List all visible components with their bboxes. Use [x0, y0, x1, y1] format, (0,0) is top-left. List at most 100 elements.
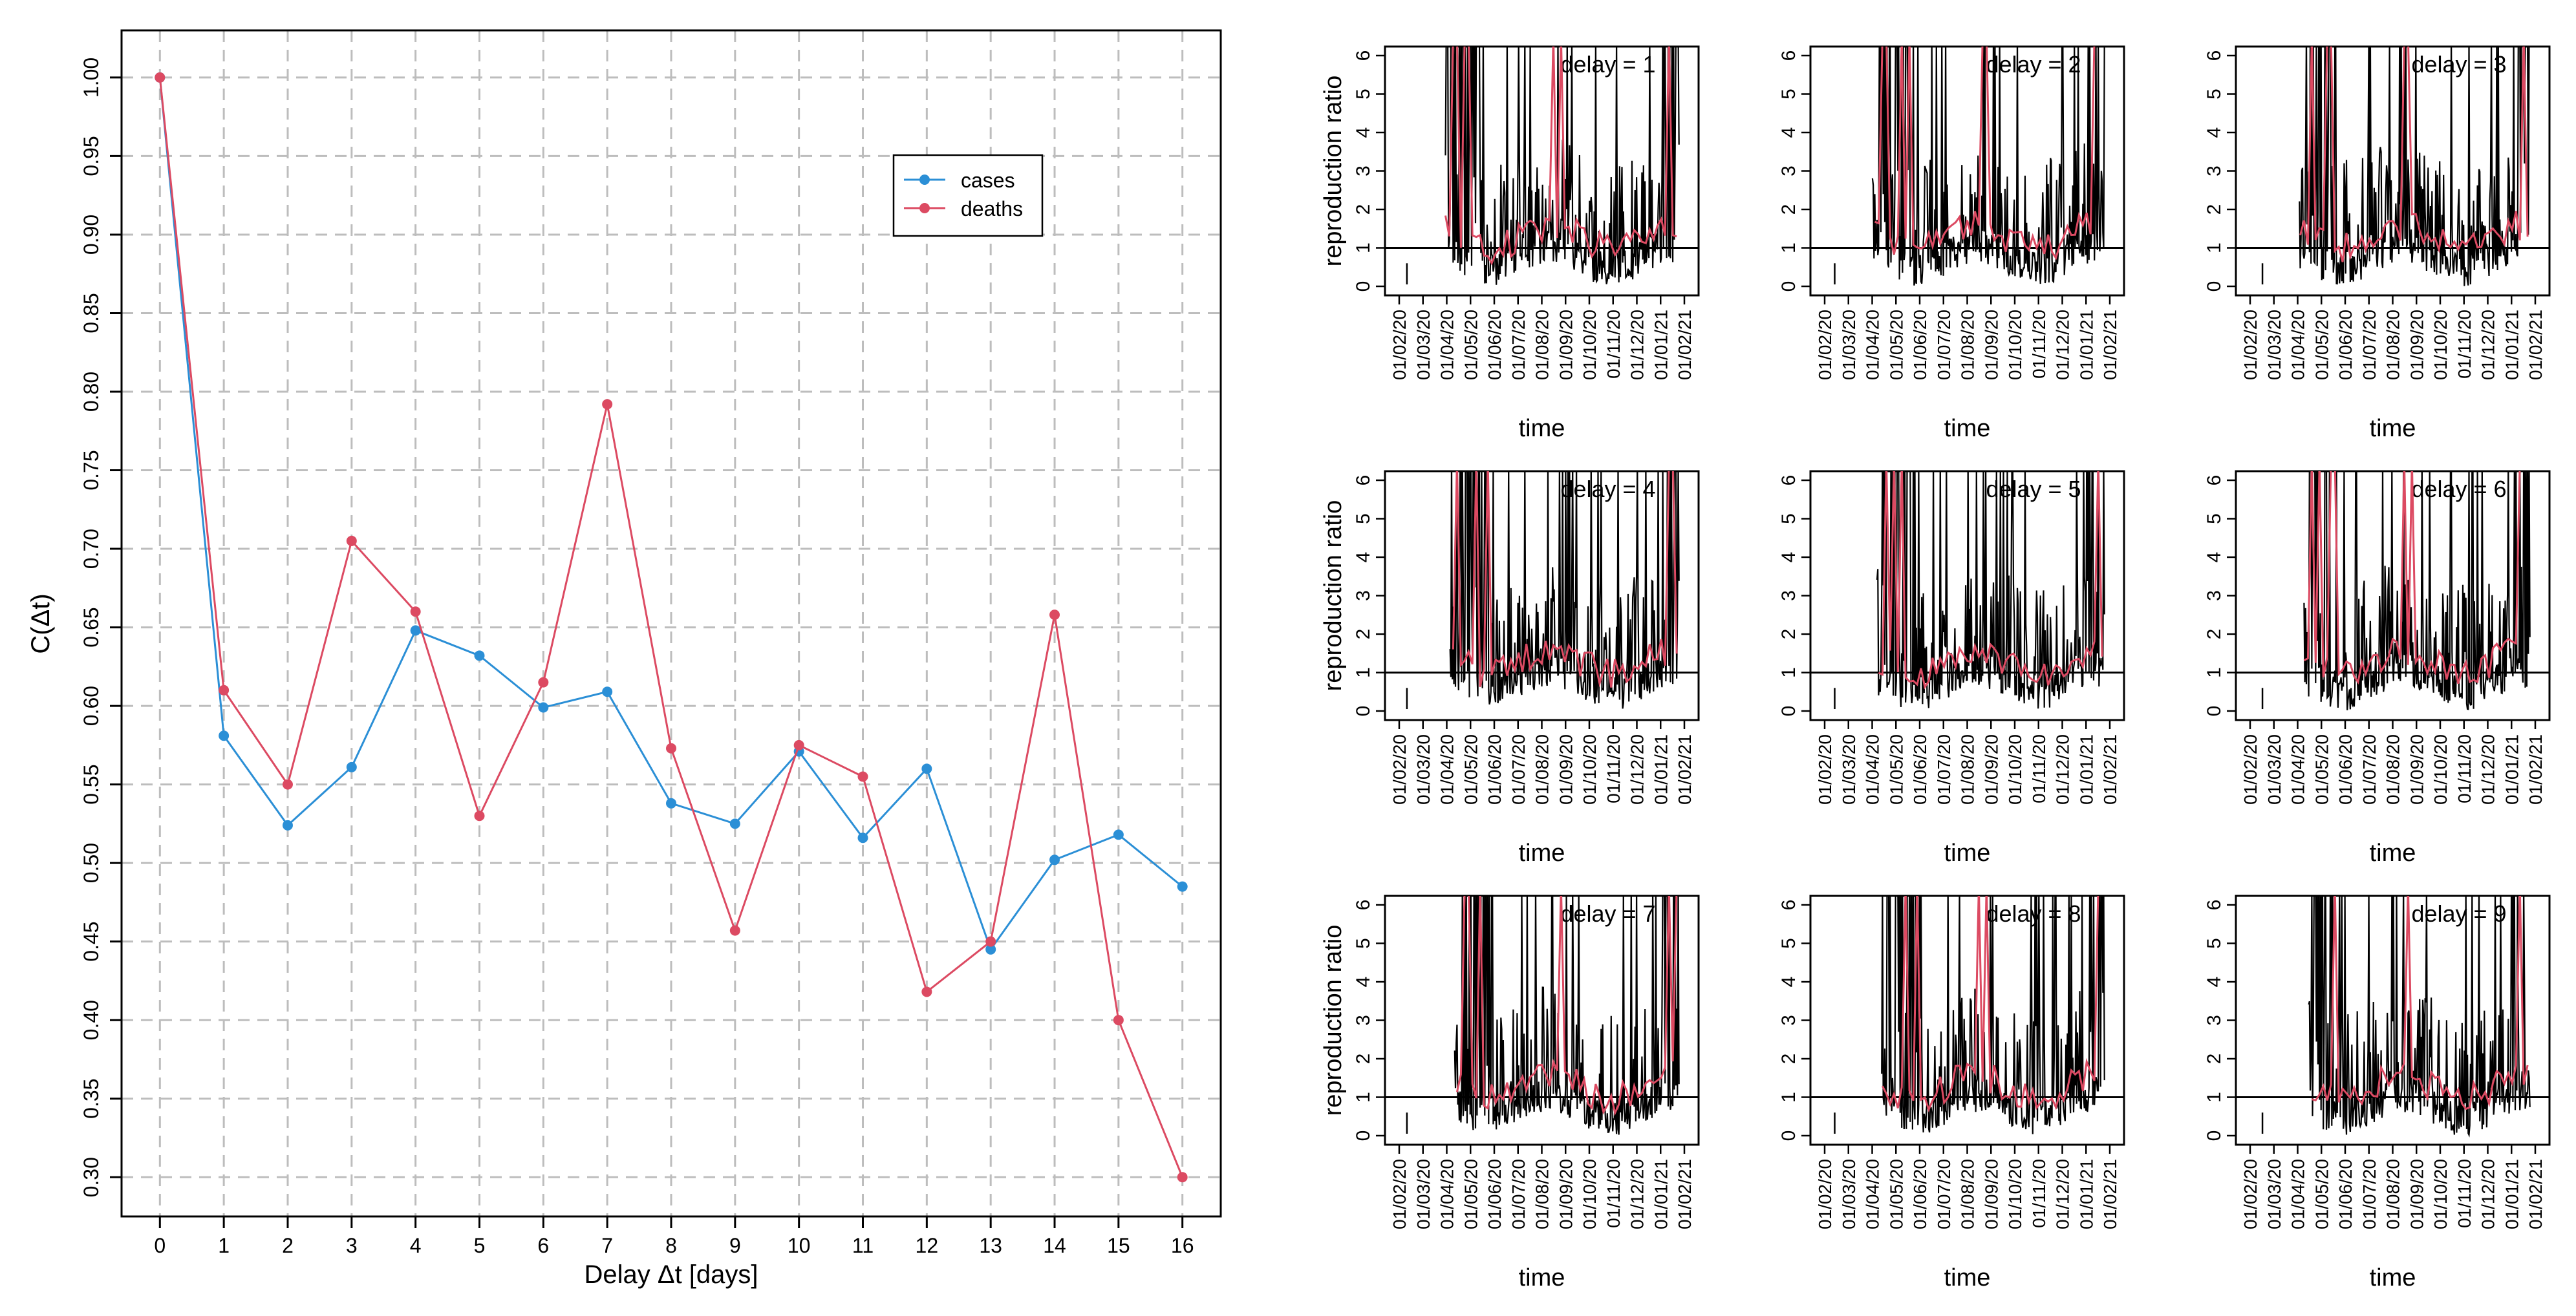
y-tick-label: 1	[1778, 667, 1799, 678]
x-tick-label: 01/07/20	[1934, 1159, 1954, 1229]
x-tick-label: 01/09/20	[2407, 1159, 2427, 1229]
x-tick-label: 3	[346, 1234, 358, 1257]
x-tick-label: 01/01/21	[2076, 734, 2096, 805]
y-tick-label: 2	[1778, 204, 1799, 215]
y-axis: 0.30 0.35 0.40 0.45 0.50 0.55 0.60 0.65 0.70 0.75…	[80, 58, 122, 1197]
data-point-deaths	[1177, 1172, 1188, 1183]
x-tick-label: 01/07/20	[1934, 734, 1954, 805]
x-tick-label: 01/03/20	[2264, 734, 2284, 805]
legend-marker-deaths	[919, 203, 930, 213]
x-tick-label: 12	[916, 1234, 939, 1257]
data-point-deaths	[985, 936, 996, 947]
legend: cases deaths	[892, 154, 1044, 237]
x-tick-label: 01/05/20	[1886, 734, 1906, 805]
data-point-cases	[1049, 854, 1060, 865]
x-tick-label: 5	[474, 1234, 486, 1257]
x-tick-label: 01/02/20	[2240, 310, 2260, 380]
y-tick-label: 3	[1778, 1015, 1799, 1026]
legend-label-cases: cases	[961, 169, 1015, 192]
series-line-smoothed	[1878, 471, 2103, 690]
series-line-smoothed	[1874, 47, 2096, 260]
x-tick-label: 01/04/20	[2288, 734, 2308, 805]
x-tick-label: 01/11/20	[1604, 310, 1624, 379]
x-tick-label: 01/08/20	[1532, 1159, 1552, 1229]
x-tick-label: 01/04/20	[1437, 1159, 1457, 1229]
x-tick-label: 01/02/21	[2526, 1159, 2546, 1229]
x-tick-label: 01/05/20	[2312, 310, 2332, 380]
x-tick-label: 01/03/20	[1839, 310, 1859, 380]
x-tick-label: 01/02/21	[1675, 310, 1695, 380]
y-tick-label: 2	[1353, 1054, 1374, 1065]
x-tick-label: 01/12/20	[2053, 734, 2073, 805]
x-tick-label: 01/11/20	[2454, 1159, 2474, 1228]
x-tick-label: 01/06/20	[1485, 1159, 1505, 1229]
y-tick-label: 0	[2204, 281, 2225, 292]
legend-box	[892, 154, 1044, 237]
x-tick-label: 01/08/20	[2383, 310, 2403, 380]
series-line-smoothed	[1444, 47, 1677, 266]
x-tick-label: 4	[410, 1234, 422, 1257]
x-tick-label: 01/07/20	[2359, 1159, 2379, 1229]
x-tick-label: 01/10/20	[1580, 310, 1600, 380]
x-tick-label: 01/08/20	[1532, 310, 1552, 380]
x-tick-label: 01/10/20	[1580, 1159, 1600, 1229]
x-tick-label: 01/03/20	[2264, 310, 2284, 380]
series-line-daily	[2299, 47, 2530, 286]
y-tick-label: 4	[2204, 552, 2225, 563]
y-tick-label: 1	[1353, 242, 1374, 253]
series-layer	[1810, 896, 2124, 1134]
x-tick-label: 01/02/21	[2100, 734, 2120, 805]
y-tick-label: 6	[1353, 900, 1374, 911]
y-tick-label: 0.40	[80, 1000, 103, 1040]
x-tick-label: 01/06/20	[2335, 310, 2356, 380]
y-axis-label: reproduction ratio	[1320, 76, 1347, 267]
y-tick-label: 0.30	[80, 1157, 103, 1197]
x-tick-label: 01/12/20	[2053, 1159, 2073, 1229]
x-tick-label: 01/07/20	[2359, 734, 2379, 805]
series-line-daily	[1454, 896, 1680, 1135]
x-tick-label: 01/01/21	[2076, 1159, 2096, 1229]
x-tick-label: 01/01/21	[2502, 1159, 2522, 1229]
x-tick-label: 16	[1171, 1234, 1194, 1257]
panel-label: delay = 4	[1560, 476, 1655, 502]
series-layer	[2236, 47, 2549, 286]
y-tick-label: 1.00	[80, 58, 103, 98]
x-tick-label: 01/05/20	[1461, 734, 1481, 805]
data-point-cases	[1177, 881, 1188, 892]
x-tick-label: 01/03/20	[1839, 1159, 1859, 1229]
series-layer	[1385, 471, 1699, 710]
x-tick-label: 01/03/20	[1839, 734, 1859, 805]
x-tick-label: 01/10/20	[2431, 734, 2451, 805]
series-line-daily	[1449, 471, 1680, 709]
y-tick-label: 6	[2204, 50, 2225, 61]
y-tick-label: 1	[2204, 242, 2225, 253]
x-tick-label: 01/06/20	[2335, 1159, 2356, 1229]
x-tick-label: 01/09/20	[1981, 1159, 2001, 1229]
x-tick-label: 9	[729, 1234, 741, 1257]
x-tick-label: 01/08/20	[1958, 734, 1978, 805]
data-point-deaths	[1049, 610, 1060, 621]
x-tick-label: 01/06/20	[1910, 734, 1930, 805]
x-tick-label: 01/06/20	[1910, 310, 1930, 380]
series-line-daily	[2303, 471, 2531, 710]
x-tick-label: 01/09/20	[1981, 310, 2001, 380]
x-tick-label: 01/12/20	[1627, 734, 1648, 805]
x-tick-label: 01/12/20	[1627, 310, 1648, 380]
x-tick-label: 01/11/20	[2029, 310, 2049, 379]
x-tick-label: 01/08/20	[1958, 310, 1978, 380]
x-tick-label: 01/05/20	[2312, 1159, 2332, 1229]
x-tick-label: 01/07/20	[1508, 1159, 1529, 1229]
series-layer	[155, 72, 1188, 1183]
x-tick-label: 01/01/21	[1651, 734, 1671, 805]
y-tick-label: 5	[2204, 89, 2225, 100]
x-tick-label: 01/05/20	[2312, 734, 2332, 805]
x-tick-label: 01/04/20	[1863, 734, 1883, 805]
series-line-daily	[1871, 47, 2105, 286]
y-tick-label: 0.75	[80, 450, 103, 490]
